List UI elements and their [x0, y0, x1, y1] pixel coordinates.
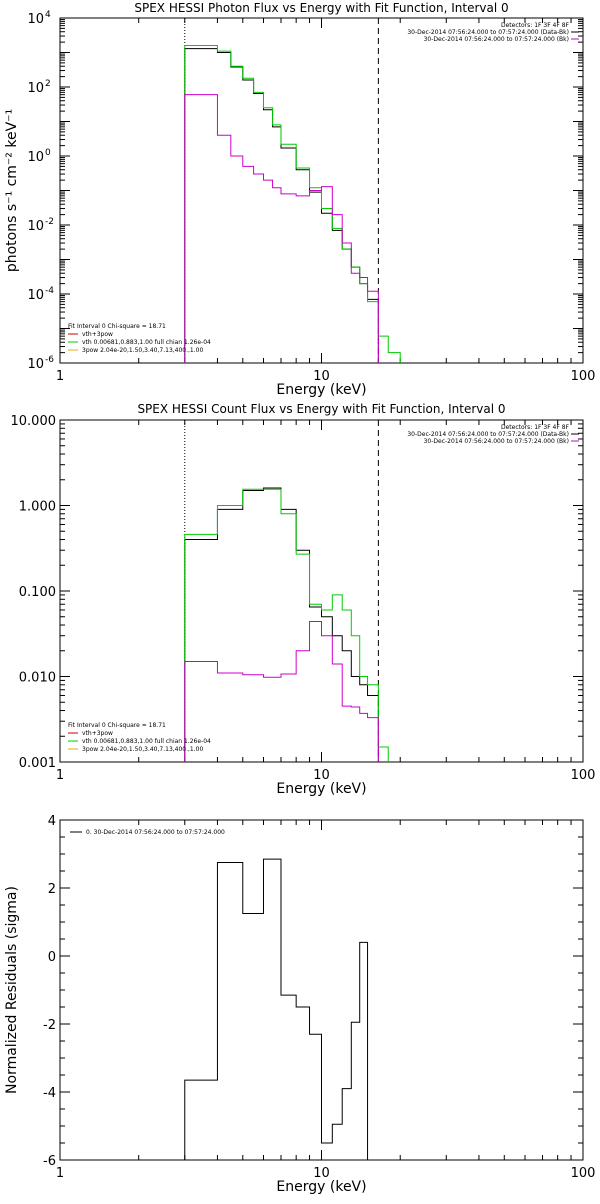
y-tick-base: 10: [27, 12, 44, 27]
y-tick-exponent: -2: [45, 217, 54, 227]
y-tick-exponent: -6: [45, 355, 54, 365]
y-tick-label: 0: [48, 950, 56, 965]
x-tick-label: 10: [313, 768, 330, 783]
legend-entry: 30-Dec-2014 07:56:24.000 to 07:57:24.000…: [424, 36, 569, 43]
y-tick-label: 10: [27, 12, 44, 27]
y-tick-label: 10: [27, 219, 44, 234]
y-tick-label: -4: [43, 1086, 56, 1101]
series-2-step-line: [184, 620, 379, 762]
legend-entry: vth+3pow: [82, 331, 113, 338]
y-tick-exponent: 2: [45, 79, 51, 89]
y-tick-exponent: 4: [45, 10, 51, 20]
y-tick-label: -2: [43, 1018, 56, 1033]
series-1-step-line: [184, 488, 389, 762]
y-tick-label: 10: [27, 357, 44, 372]
y-tick-label: 4: [48, 814, 56, 829]
legend-entry: 3pow 2.04e-20,1.50,3.40,7.13,400.,1.00: [82, 746, 203, 753]
y-tick-label: 10.000: [11, 414, 57, 429]
legend-entry: Detectors: 1F 3F 4F 8F: [501, 22, 570, 29]
legend-entry: Fit Interval 0 Chi-square = 18.71: [68, 722, 166, 729]
y-tick-label: 0.001: [19, 756, 56, 771]
legend-entry: Detectors: 1F 3F 4F 8F: [501, 424, 570, 431]
x-tick-label: 10: [313, 1166, 330, 1181]
y-tick-exponent: 0: [45, 148, 51, 158]
plot-frame: [59, 419, 584, 763]
legend-entry: Fit Interval 0 Chi-square = 18.71: [68, 323, 166, 330]
legend-entry: 30-Dec-2014 07:56:24.000 to 07:57:24.000…: [407, 29, 569, 36]
y-tick-label: 0.100: [19, 585, 56, 600]
y-axis-label: photons s⁻¹ cm⁻² keV⁻¹: [4, 109, 20, 272]
y-tick-exponent: -4: [45, 286, 54, 296]
chart-title: SPEX HESSI Count Flux vs Energy with Fit…: [137, 402, 505, 416]
y-tick-label: 10: [27, 81, 44, 96]
series-0-step-line: [184, 858, 369, 1160]
x-tick-label: 100: [571, 369, 596, 384]
legend-entry: 30-Dec-2014 07:56:24.000 to 07:57:24.000…: [407, 431, 569, 438]
y-tick-label: 10: [27, 288, 44, 303]
y-tick-base: 10: [27, 81, 44, 96]
x-axis-label: Energy (keV): [276, 382, 366, 398]
x-tick-label: 1: [56, 1166, 64, 1181]
legend-entry: 3pow 2.04e-20,1.50,3.40,7.13,400.,1.00: [82, 347, 203, 354]
x-tick-label: 1: [56, 369, 64, 384]
x-axis-label: Energy (keV): [276, 1179, 366, 1195]
y-tick-base: 10: [27, 288, 44, 303]
legend-entry: vth 0.00681,0.883,1.00 full chian 1.26e-…: [82, 738, 211, 745]
legend-entry: 30-Dec-2014 07:56:24.000 to 07:57:24.000…: [424, 438, 569, 445]
y-tick-base: 10: [27, 357, 44, 372]
y-tick-base: 10: [27, 219, 44, 234]
chart-title: SPEX HESSI Photon Flux vs Energy with Fi…: [134, 1, 508, 15]
y-tick-base: 10: [27, 150, 44, 165]
series-0-step-line: [184, 48, 379, 363]
x-tick-label: 1: [56, 768, 64, 783]
legend-entry: 0. 30-Dec-2014 07:56:24.000 to 07:57:24.…: [86, 829, 225, 836]
series-0-step-line: [184, 487, 379, 762]
legend-entry: vth 0.00681,0.883,1.00 full chian 1.26e-…: [82, 339, 211, 346]
y-tick-label: 10: [27, 150, 44, 165]
series-1-step-line: [184, 44, 401, 363]
x-axis-label: Energy (keV): [276, 781, 366, 797]
legend-entry: vth+3pow: [82, 730, 113, 737]
y-tick-label: 1.000: [19, 500, 56, 515]
y-tick-label: 2: [48, 882, 56, 897]
x-tick-label: 100: [571, 1166, 596, 1181]
y-tick-label: -6: [43, 1154, 56, 1169]
y-axis-label: Normalized Residuals (sigma): [4, 886, 20, 1094]
series-2-step-line: [184, 94, 379, 363]
y-tick-label: 0.010: [19, 671, 56, 686]
x-tick-label: 100: [571, 768, 596, 783]
x-tick-label: 10: [313, 369, 330, 384]
